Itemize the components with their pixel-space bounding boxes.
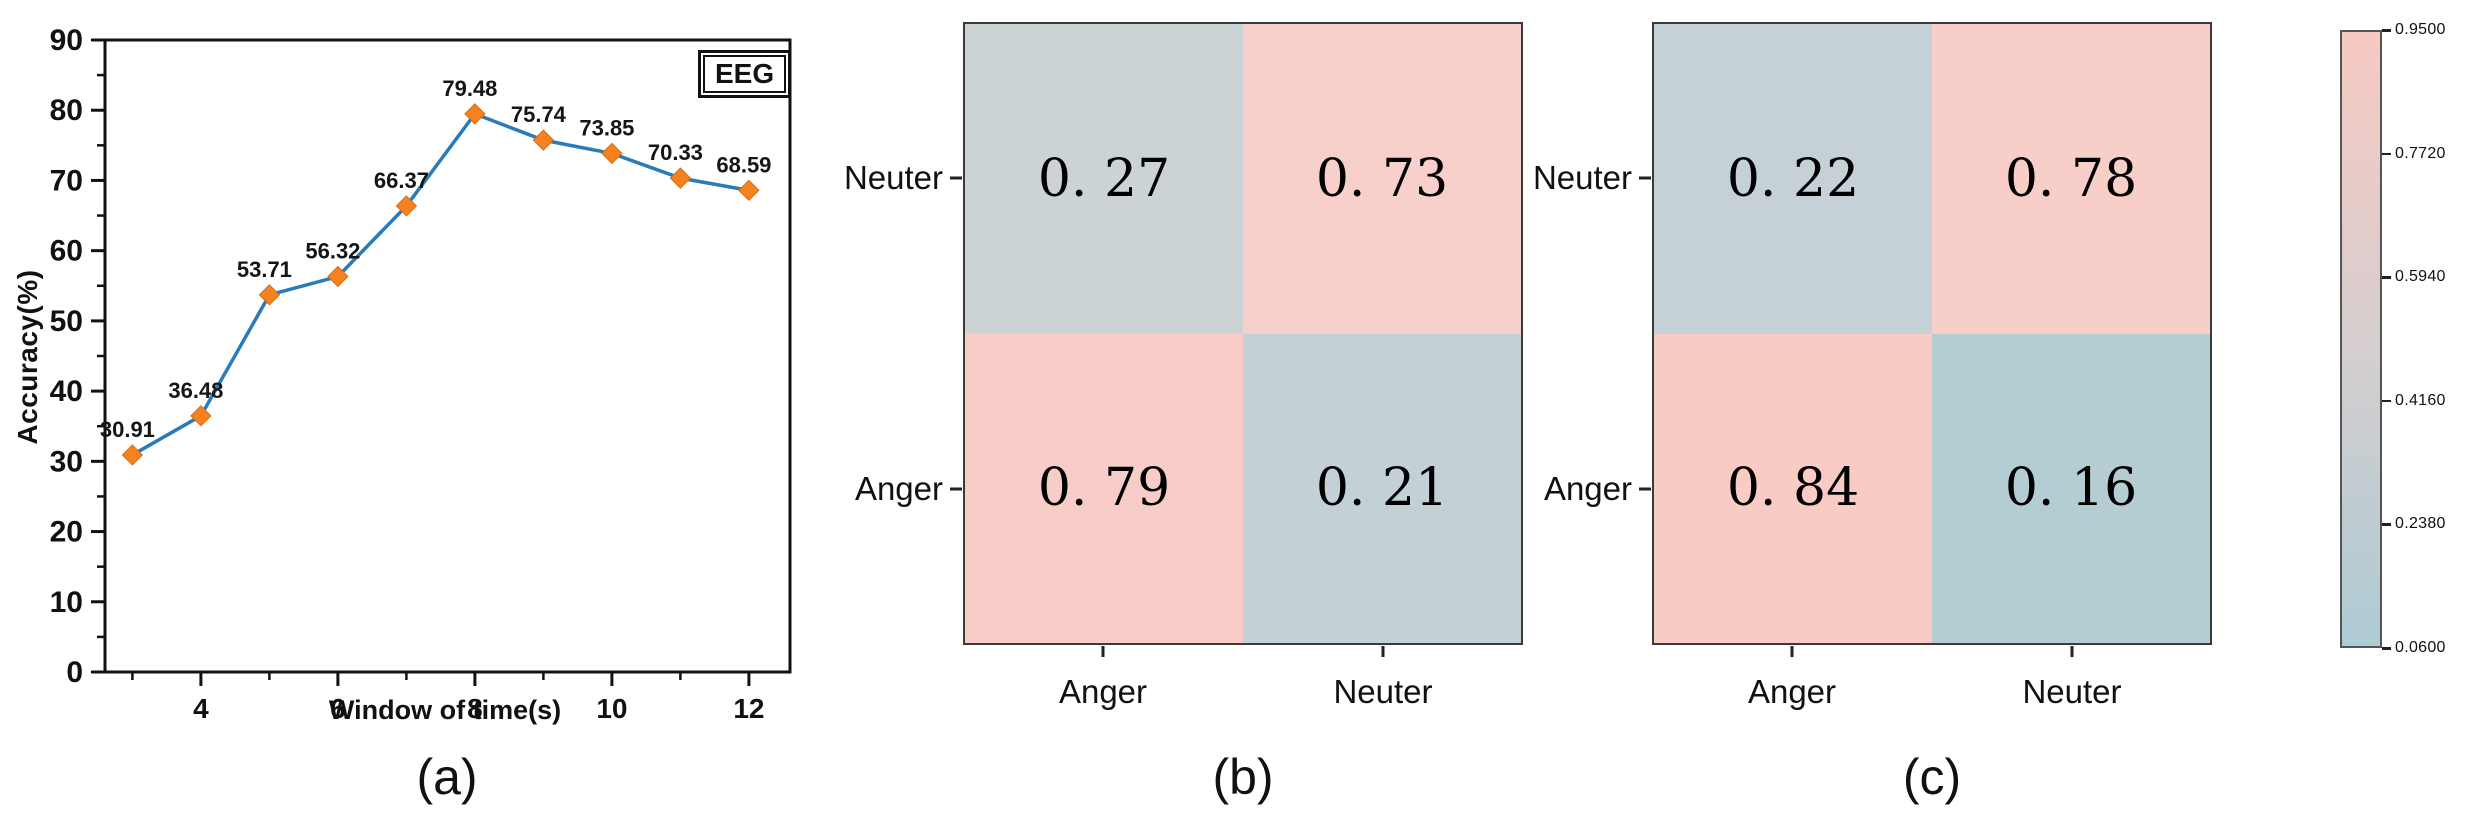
legend-eeg-label: EEG [703,55,787,93]
row-tick [1639,487,1651,491]
colorbar [2340,30,2382,648]
colorbar-tick [2382,523,2391,526]
matrix-cell-c-0-0: 0. 22 [1654,24,1932,334]
data-point-marker [395,195,418,217]
y-tick-label: 40 [50,375,83,408]
col-label-anger: Anger [1058,673,1148,710]
matrix-cell-b-1-1: 0. 21 [1243,333,1521,643]
row-label-neuter: Neuter [1532,158,1632,196]
confusion-matrix-c: 0. 22 0. 78 0. 84 0. 16 [1652,22,2212,645]
accuracy-line [131,111,750,457]
matrix-cell-c-1-0: 0. 84 [1654,333,1932,643]
data-point-label: 36.48 [168,378,223,403]
row-label-neuter: Neuter [843,158,943,196]
colorbar-tick-label: 0.4160 [2395,391,2446,409]
colorbar-tick [2382,276,2391,279]
data-point-marker [464,103,486,125]
data-point-label: 73.85 [579,115,634,140]
col-tick [2070,646,2074,657]
y-tick-label: 50 [50,305,83,338]
data-point-label: 66.37 [374,168,429,193]
x-tick-label: 4 [193,693,209,724]
matrix-cell-b-0-1: 0. 73 [1243,24,1521,334]
row-tick [950,487,962,491]
data-point-label: 30.91 [100,417,155,442]
panel-a-caption: (a) [416,749,478,805]
col-label-neuter: Neuter [2022,673,2122,710]
panel-c-caption: (c) [1902,749,1962,805]
data-point-marker [327,265,349,288]
data-point-label: 75.74 [511,102,567,127]
col-tick [1790,646,1794,657]
data-point-marker [121,444,144,466]
y-tick-label: 10 [50,586,83,619]
data-point-label: 70.33 [648,140,703,165]
colorbar-tick-label: 0.2380 [2395,515,2446,533]
colorbar-tick-label: 0.5940 [2395,268,2446,286]
colorbar-tick [2382,399,2391,403]
data-point-label: 68.59 [716,152,771,177]
matrix-cell-c-1-1: 0. 16 [1932,333,2210,643]
col-label-neuter: Neuter [1333,673,1433,710]
row-tick [950,176,962,180]
data-point-label: 53.71 [237,257,292,282]
colorbar-tick-label: 0.0600 [2395,639,2446,656]
legend-box: EEG [698,50,792,98]
x-tick-label: 10 [596,693,627,724]
data-point-marker [669,167,692,189]
y-tick-label: 20 [50,516,83,549]
data-point-label: 56.32 [305,239,360,264]
row-tick [1639,176,1651,180]
data-point-marker [190,405,212,427]
x-tick-label: 6 [330,693,346,724]
y-tick-label: 60 [50,235,83,268]
col-tick [1381,646,1385,657]
panel-b-caption: (b) [1212,749,1274,805]
data-point-marker [601,142,623,165]
y-tick-label: 70 [50,164,83,197]
row-label-anger: Anger [854,470,943,508]
row-label-anger: Anger [1543,470,1632,508]
col-label-anger: Anger [1747,673,1837,710]
colorbar-tick [2382,29,2391,32]
matrix-cell-b-1-0: 0. 79 [965,333,1243,643]
y-tick-label: 80 [50,94,83,127]
data-point-marker [532,129,555,151]
data-point-marker [738,179,760,202]
x-axis-label: Window of time(s) [328,695,562,725]
colorbar-tick-label: 0.9500 [2395,21,2446,38]
matrix-cell-c-0-1: 0. 78 [1932,24,2210,334]
y-axis-label: Accuracy(%) [12,269,43,445]
data-point-marker [258,284,281,306]
col-tick [1101,646,1105,657]
y-tick-label: 90 [50,24,83,57]
y-tick-label: 30 [50,445,83,478]
accuracy-line-chart: 0 10 20 30 40 50 60 70 80 90 4 6 8 10 12 30.91 36.48 53.7… [50,24,792,724]
data-point-label: 79.48 [442,76,497,101]
confusion-matrix-b: 0. 27 0. 73 0. 79 0. 21 [963,22,1523,645]
colorbar-tick [2382,647,2391,650]
plot-frame [103,38,792,674]
colorbar-tick [2382,152,2391,156]
x-tick-label: 8 [467,693,483,724]
colorbar-tick-label: 0.7720 [2395,144,2446,162]
x-tick-label: 12 [733,693,764,724]
matrix-cell-b-0-0: 0. 27 [965,24,1243,334]
y-tick-label: 0 [66,656,83,689]
